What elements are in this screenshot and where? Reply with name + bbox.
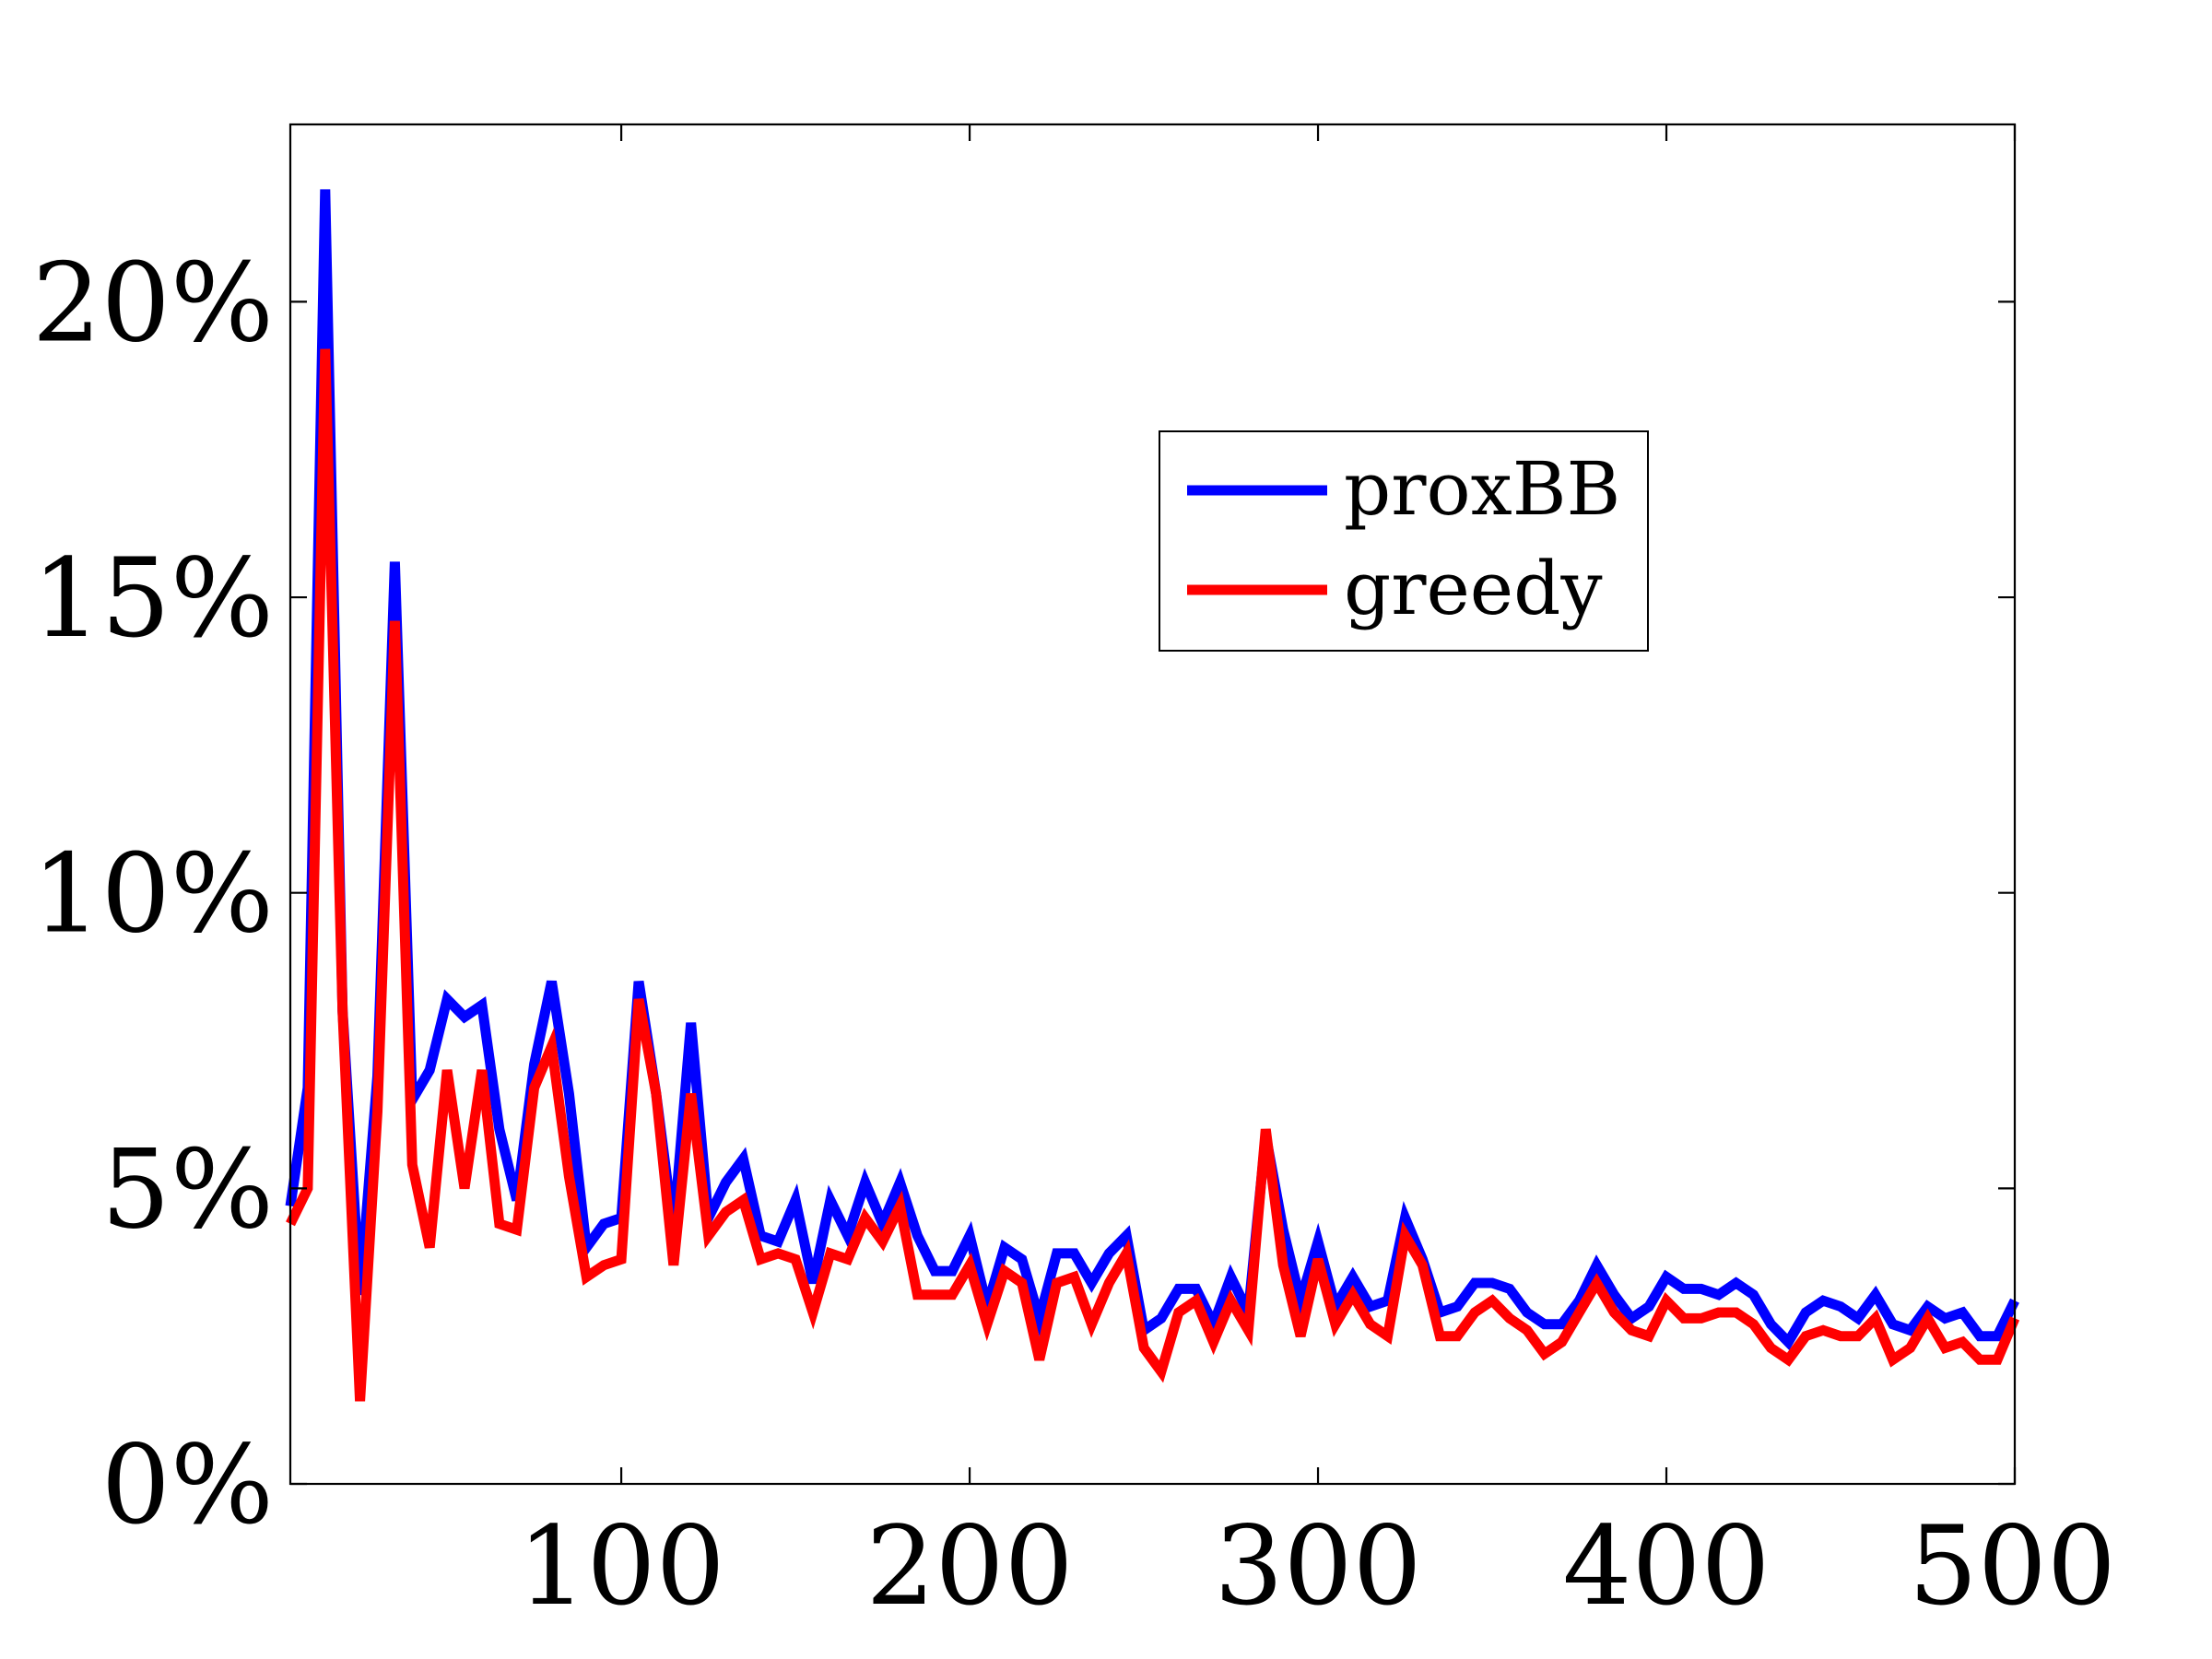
legend-label-greedy: greedy: [1344, 546, 1603, 631]
x-tick-label: 100: [517, 1502, 724, 1630]
y-tick-label: 15%: [32, 535, 274, 662]
y-tick-label: 0%: [101, 1421, 274, 1548]
x-tick-label: 500: [1909, 1502, 2116, 1630]
series-line-greedy: [286, 348, 2020, 1402]
series-layer: [285, 189, 2020, 1402]
y-tick-label: 10%: [32, 830, 274, 958]
x-tick-label: 400: [1562, 1502, 1770, 1630]
tick-layer: 100 200 300 400 500 0% 5% 10% 15% 20%: [32, 124, 2116, 1630]
legend-box: [1159, 430, 1649, 652]
axes-frame: [288, 123, 2017, 1486]
legend-label-proxbb: proxBB: [1344, 446, 1620, 532]
x-tick-label: 300: [1214, 1502, 1421, 1630]
y-tick-label: 5%: [101, 1125, 274, 1253]
series-line-proxbb: [285, 189, 2019, 1351]
legend: proxBB greedy: [1159, 430, 1649, 652]
x-tick-label: 200: [865, 1502, 1073, 1630]
y-tick-label: 20%: [32, 239, 274, 366]
